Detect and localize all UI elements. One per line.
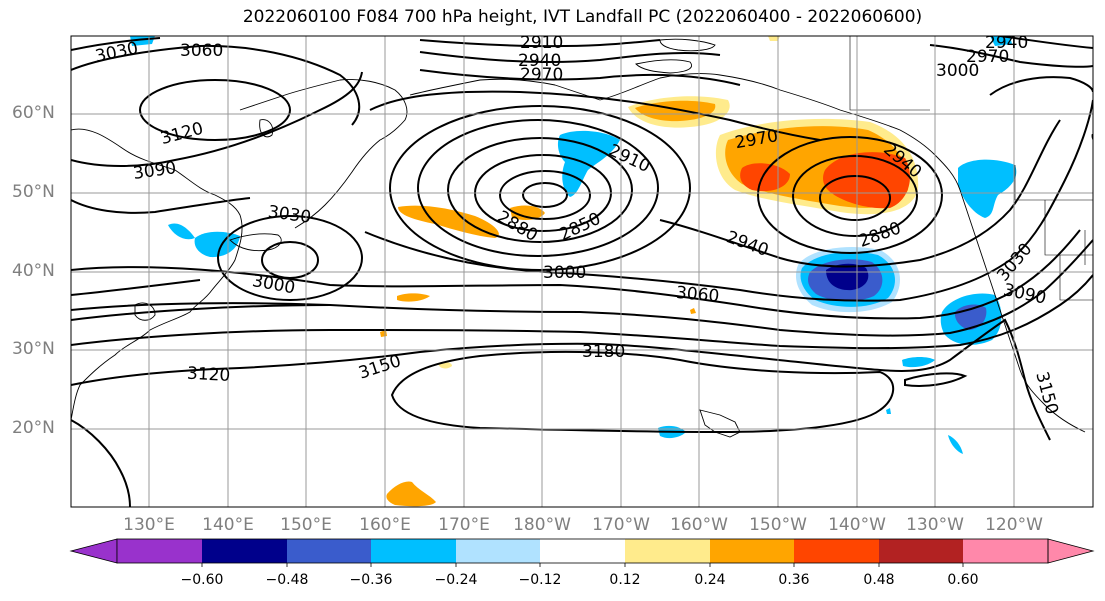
contour-label: 3060 (675, 283, 720, 307)
lat-label-30n: 30°N (12, 339, 55, 359)
contour-label: 3120 (187, 364, 231, 386)
map-title: 2022060100 F084 700 hPa height, IVT Land… (242, 7, 923, 27)
colorbar-tick-label: 0.60 (947, 572, 979, 588)
contour-label: 2940 (985, 33, 1028, 53)
lat-label-20n: 20°N (12, 418, 55, 438)
lat-label-40n: 40°N (12, 261, 55, 281)
contour-label: 3180 (582, 342, 625, 362)
colorbar-tick-label: 0.12 (609, 572, 641, 588)
colorbar-tick-label: −0.36 (349, 572, 393, 588)
colorbar-tick-label: −0.60 (180, 572, 224, 588)
lon-label: 130°W (906, 515, 964, 535)
colorbar-tick-label: 0.36 (778, 572, 810, 588)
map-frame (70, 35, 1094, 508)
height-contours (71, 36, 1093, 507)
lon-label: 140°W (828, 515, 886, 535)
contour-label: 2910 (520, 33, 563, 53)
contour-label: 2970 (966, 47, 1009, 67)
ivt-positive-shading (380, 36, 919, 507)
lon-label: 160°W (670, 515, 728, 535)
lon-label: 180°W (513, 515, 571, 535)
lon-label: 170°W (592, 515, 650, 535)
contour-label: 3000 (936, 61, 979, 81)
colorbar-tick-label: −0.12 (518, 572, 562, 588)
lat-label-60n: 60°N (12, 103, 55, 123)
lon-label: 160°E (359, 515, 411, 535)
lon-label: 130°E (123, 515, 175, 535)
lon-label: 170°E (438, 515, 490, 535)
lon-label: 140°E (202, 515, 254, 535)
contour-label: 2970 (520, 65, 563, 85)
lon-label: 150°E (280, 515, 332, 535)
colorbar-tick-label: 0.24 (694, 572, 726, 588)
graticule (71, 36, 1093, 507)
lon-label: 150°W (749, 515, 807, 535)
colorbar-tick-label: 0.48 (863, 572, 895, 588)
contour-label: 3060 (180, 41, 223, 61)
colorbar (69, 538, 1095, 567)
lon-label: 120°W (985, 515, 1043, 535)
colorbar-tick-label: −0.48 (265, 572, 309, 588)
contour-label: 3000 (543, 263, 586, 283)
map-panel: 3030 3060 2910 2940 2970 2940 2970 3000 … (71, 33, 1093, 507)
contour-label: 2940 (518, 51, 561, 71)
lat-label-50n: 50°N (12, 182, 55, 202)
colorbar-tick-label: −0.24 (434, 572, 478, 588)
